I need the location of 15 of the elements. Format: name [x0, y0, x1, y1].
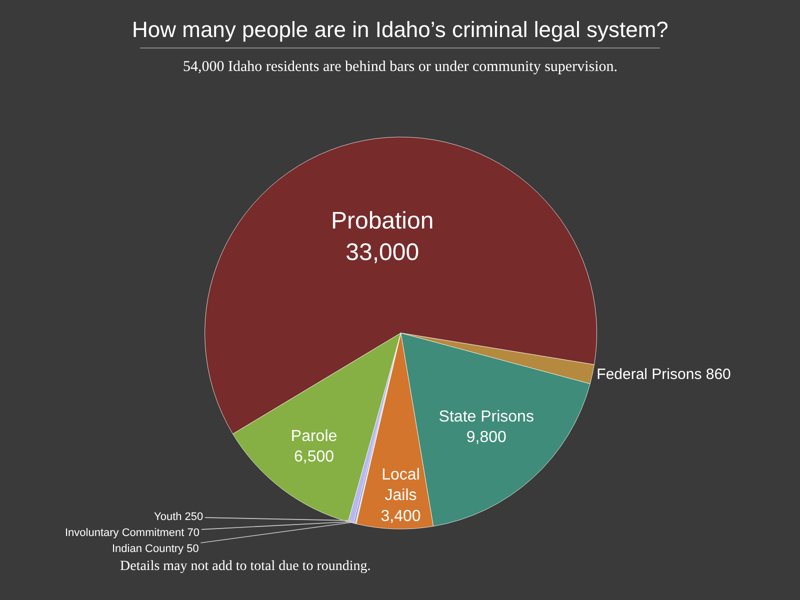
slice-label: Probation	[330, 208, 434, 235]
data-label: 9,800	[466, 429, 506, 446]
chart-title: How many people are in Idaho’s criminal legal system?	[132, 17, 668, 42]
data-label: 6,500	[294, 448, 334, 466]
slice-label: Indian Country 50	[112, 543, 199, 555]
slice-label: Involuntary Commitment 70	[65, 527, 200, 539]
data-label: 3,400	[380, 508, 421, 525]
slice-label: State Prisons	[438, 408, 534, 426]
slice-label: Local Jails	[382, 466, 420, 504]
slice-label: Youth 250	[154, 511, 204, 523]
data-label: 33,000	[346, 238, 420, 266]
slice-label: Parole	[290, 428, 338, 445]
text: Details may not add to total due to rounding.	[120, 559, 371, 574]
slice-label: Federal Prisons 860	[596, 366, 731, 384]
chart-subtitle: 54,000 Idaho residents are behind bars or under community supervision.	[183, 59, 618, 75]
